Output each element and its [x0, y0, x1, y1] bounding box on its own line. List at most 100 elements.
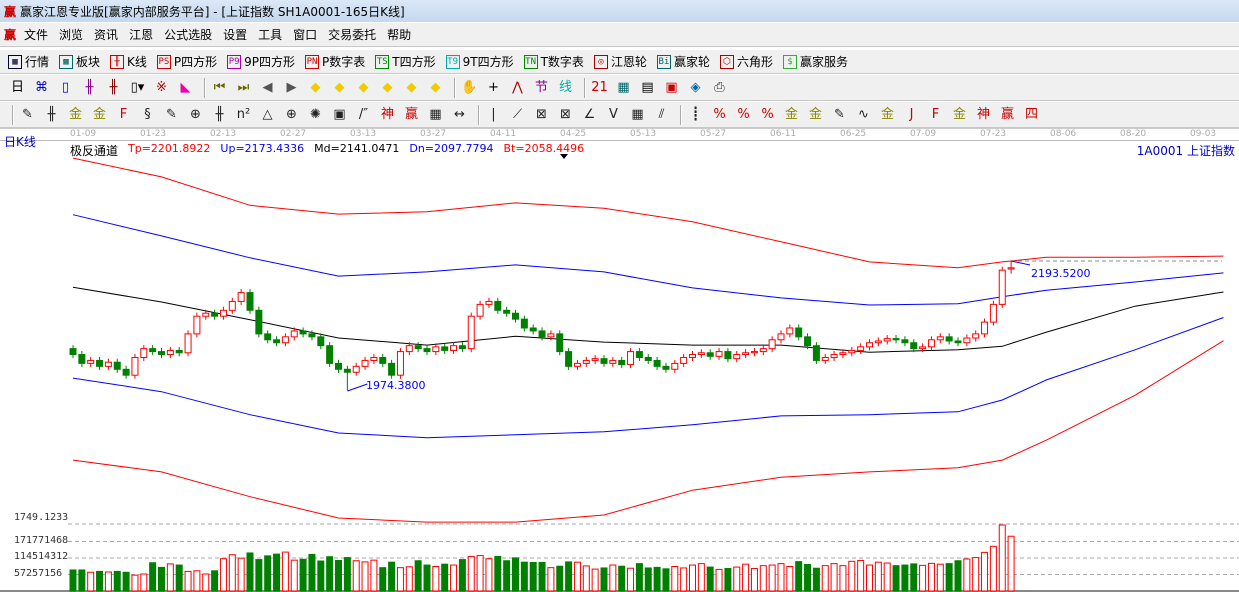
toolbar-button[interactable]: Bi 赢家轮 [656, 53, 710, 70]
candle-body [750, 351, 758, 354]
pivot-icon[interactable]: ⋀ [512, 80, 523, 95]
move-left-icon[interactable]: ◆ [310, 80, 321, 95]
chart-style-icon[interactable]: ⌘ [35, 80, 48, 95]
hand-icon[interactable]: ✋ [461, 80, 478, 95]
indicator-name[interactable]: 极反通道 [70, 144, 119, 158]
notes-icon[interactable]: ▯ [61, 80, 70, 95]
fibonacci-icon[interactable]: F [119, 107, 128, 122]
save-icon[interactable]: ▣ [665, 80, 678, 95]
shen-angle-icon[interactable]: 神 [976, 107, 990, 122]
candle-type-icon[interactable]: ▯▾ [130, 80, 145, 95]
menu-item[interactable]: 浏览 [59, 28, 84, 42]
percent2-icon[interactable]: % [761, 107, 774, 122]
box-icon[interactable]: | [491, 107, 496, 122]
toolbar-button[interactable]: ◎ 江恩轮 [593, 53, 647, 70]
gold-circle-icon[interactable]: 金 [784, 107, 798, 122]
percent-icon[interactable]: % [737, 107, 750, 122]
circle-grid-icon[interactable]: ⊕ [190, 107, 201, 122]
gold-ratio-icon[interactable]: 金 [68, 107, 82, 122]
n2-icon[interactable]: n² [236, 107, 251, 122]
toolbar-button[interactable]: ▦ 行情 [8, 53, 49, 70]
toolbar-button[interactable]: ⬡ 六角形 [719, 53, 773, 70]
menu-item[interactable]: 窗口 [293, 28, 318, 42]
network-icon[interactable]: ◈ [690, 80, 701, 95]
toolbar-button[interactable]: TS T四方形 [375, 53, 436, 70]
toolbar-button[interactable]: PN P数字表 [305, 53, 365, 70]
flag-icon[interactable]: ◣ [180, 80, 191, 95]
parallel-icon[interactable]: ⫽ [658, 107, 665, 122]
si-angle-icon[interactable]: 四 [1024, 107, 1038, 122]
zoom-out-icon[interactable]: ◆ [406, 80, 417, 95]
volume-bar [458, 559, 466, 592]
v-icon[interactable]: V [609, 107, 618, 122]
toolbar-button[interactable]: TN T数字表 [523, 53, 584, 70]
gold-lines-icon[interactable]: 金 [808, 107, 822, 122]
shen-icon[interactable]: 神 [380, 107, 394, 122]
menu-item[interactable]: 帮助 [387, 28, 412, 42]
toolbar-button[interactable]: T9 9T四方形 [445, 53, 514, 70]
fan-box2-icon[interactable]: ⊠ [560, 107, 571, 122]
jie-icon[interactable]: 节 [534, 80, 548, 95]
print-icon[interactable]: ⎙ [714, 80, 725, 95]
overlay-icon[interactable]: ※ [156, 80, 167, 95]
zoom-v-icon[interactable]: ◆ [430, 80, 441, 95]
kline3-icon[interactable]: ╫ [85, 80, 94, 95]
zoom-in-icon[interactable]: ◆ [382, 80, 393, 95]
pen2-icon[interactable]: ✎ [166, 107, 177, 122]
toolbar-button[interactable]: PS P四方形 [156, 53, 217, 70]
crosshair-icon[interactable]: + [488, 80, 499, 95]
pen-icon[interactable]: ✎ [22, 107, 33, 122]
menu-item[interactable]: 资讯 [94, 28, 119, 42]
toolbar-button[interactable]: P9 9P四方形 [227, 53, 295, 70]
measure-icon[interactable]: ↔ [454, 107, 465, 122]
radar-icon[interactable]: ✺ [310, 107, 321, 122]
toolbar-button[interactable]: ╫ K线 [110, 53, 147, 70]
next-icon[interactable]: ▶ [286, 80, 297, 95]
triangle-icon[interactable]: △ [262, 107, 273, 122]
last-icon[interactable]: ⏭ [237, 80, 250, 95]
gold-band-icon[interactable]: 金 [880, 107, 894, 122]
f-angle-icon[interactable]: F [931, 107, 940, 122]
menu-item[interactable]: 江恩 [129, 28, 154, 42]
angle-icon[interactable]: ∠ [583, 107, 596, 122]
gold-angle-icon[interactable]: 金 [952, 107, 966, 122]
ying-icon[interactable]: 赢 [404, 107, 418, 122]
spiral-icon[interactable]: § [144, 107, 151, 122]
square-target-icon[interactable]: ▣ [333, 107, 346, 122]
prev-icon[interactable]: ◀ [262, 80, 273, 95]
menu-item[interactable]: 设置 [223, 28, 248, 42]
toolbar-separator [680, 104, 682, 125]
fan-icon[interactable]: ⟋ [512, 107, 523, 122]
calendar-icon[interactable]: 21 [591, 80, 608, 95]
parallel-lines-icon[interactable]: ╫ [47, 107, 56, 122]
kline9-icon[interactable]: ╫ [109, 80, 118, 95]
angle-lines-icon[interactable]: /″ [358, 107, 369, 122]
menu-logo-icon[interactable]: 赢 [4, 28, 17, 42]
report-icon[interactable]: ▤ [641, 80, 654, 95]
line-icon[interactable]: 线 [558, 80, 572, 95]
pen3-icon[interactable]: ✎ [834, 107, 845, 122]
first-icon[interactable]: ⏮ [213, 80, 226, 95]
grid-icon[interactable]: ▦ [429, 107, 442, 122]
menu-item[interactable]: 公式选股 [164, 28, 213, 42]
toolbar-button[interactable]: ▩ 板块 [59, 53, 100, 70]
zoom-h-icon[interactable]: ◆ [358, 80, 369, 95]
percent-line-icon[interactable]: % [713, 107, 726, 122]
wave-icon[interactable]: ∿ [858, 107, 869, 122]
move-up-icon[interactable]: ◆ [334, 80, 345, 95]
calculator-icon[interactable]: ▦ [617, 80, 630, 95]
menu-item[interactable]: 工具 [258, 28, 283, 42]
ying-angle-icon[interactable]: 赢 [1000, 107, 1014, 122]
fan-box-icon[interactable]: ⊠ [536, 107, 547, 122]
target-icon[interactable]: ⊕ [286, 107, 297, 122]
toolbar-button[interactable]: $ 赢家服务 [782, 53, 848, 70]
toolbar-label: 9T四方形 [462, 55, 514, 69]
menu-item[interactable]: 交易委托 [328, 28, 377, 42]
menu-item[interactable]: 文件 [24, 28, 49, 42]
square-grid-icon[interactable]: ▦ [631, 107, 644, 122]
gold-ratio2-icon[interactable]: 金 [92, 107, 106, 122]
cycle-icon[interactable]: ┋ [691, 107, 700, 122]
lines-icon[interactable]: ╫ [215, 107, 224, 122]
j-angle-icon[interactable]: J [909, 107, 914, 122]
